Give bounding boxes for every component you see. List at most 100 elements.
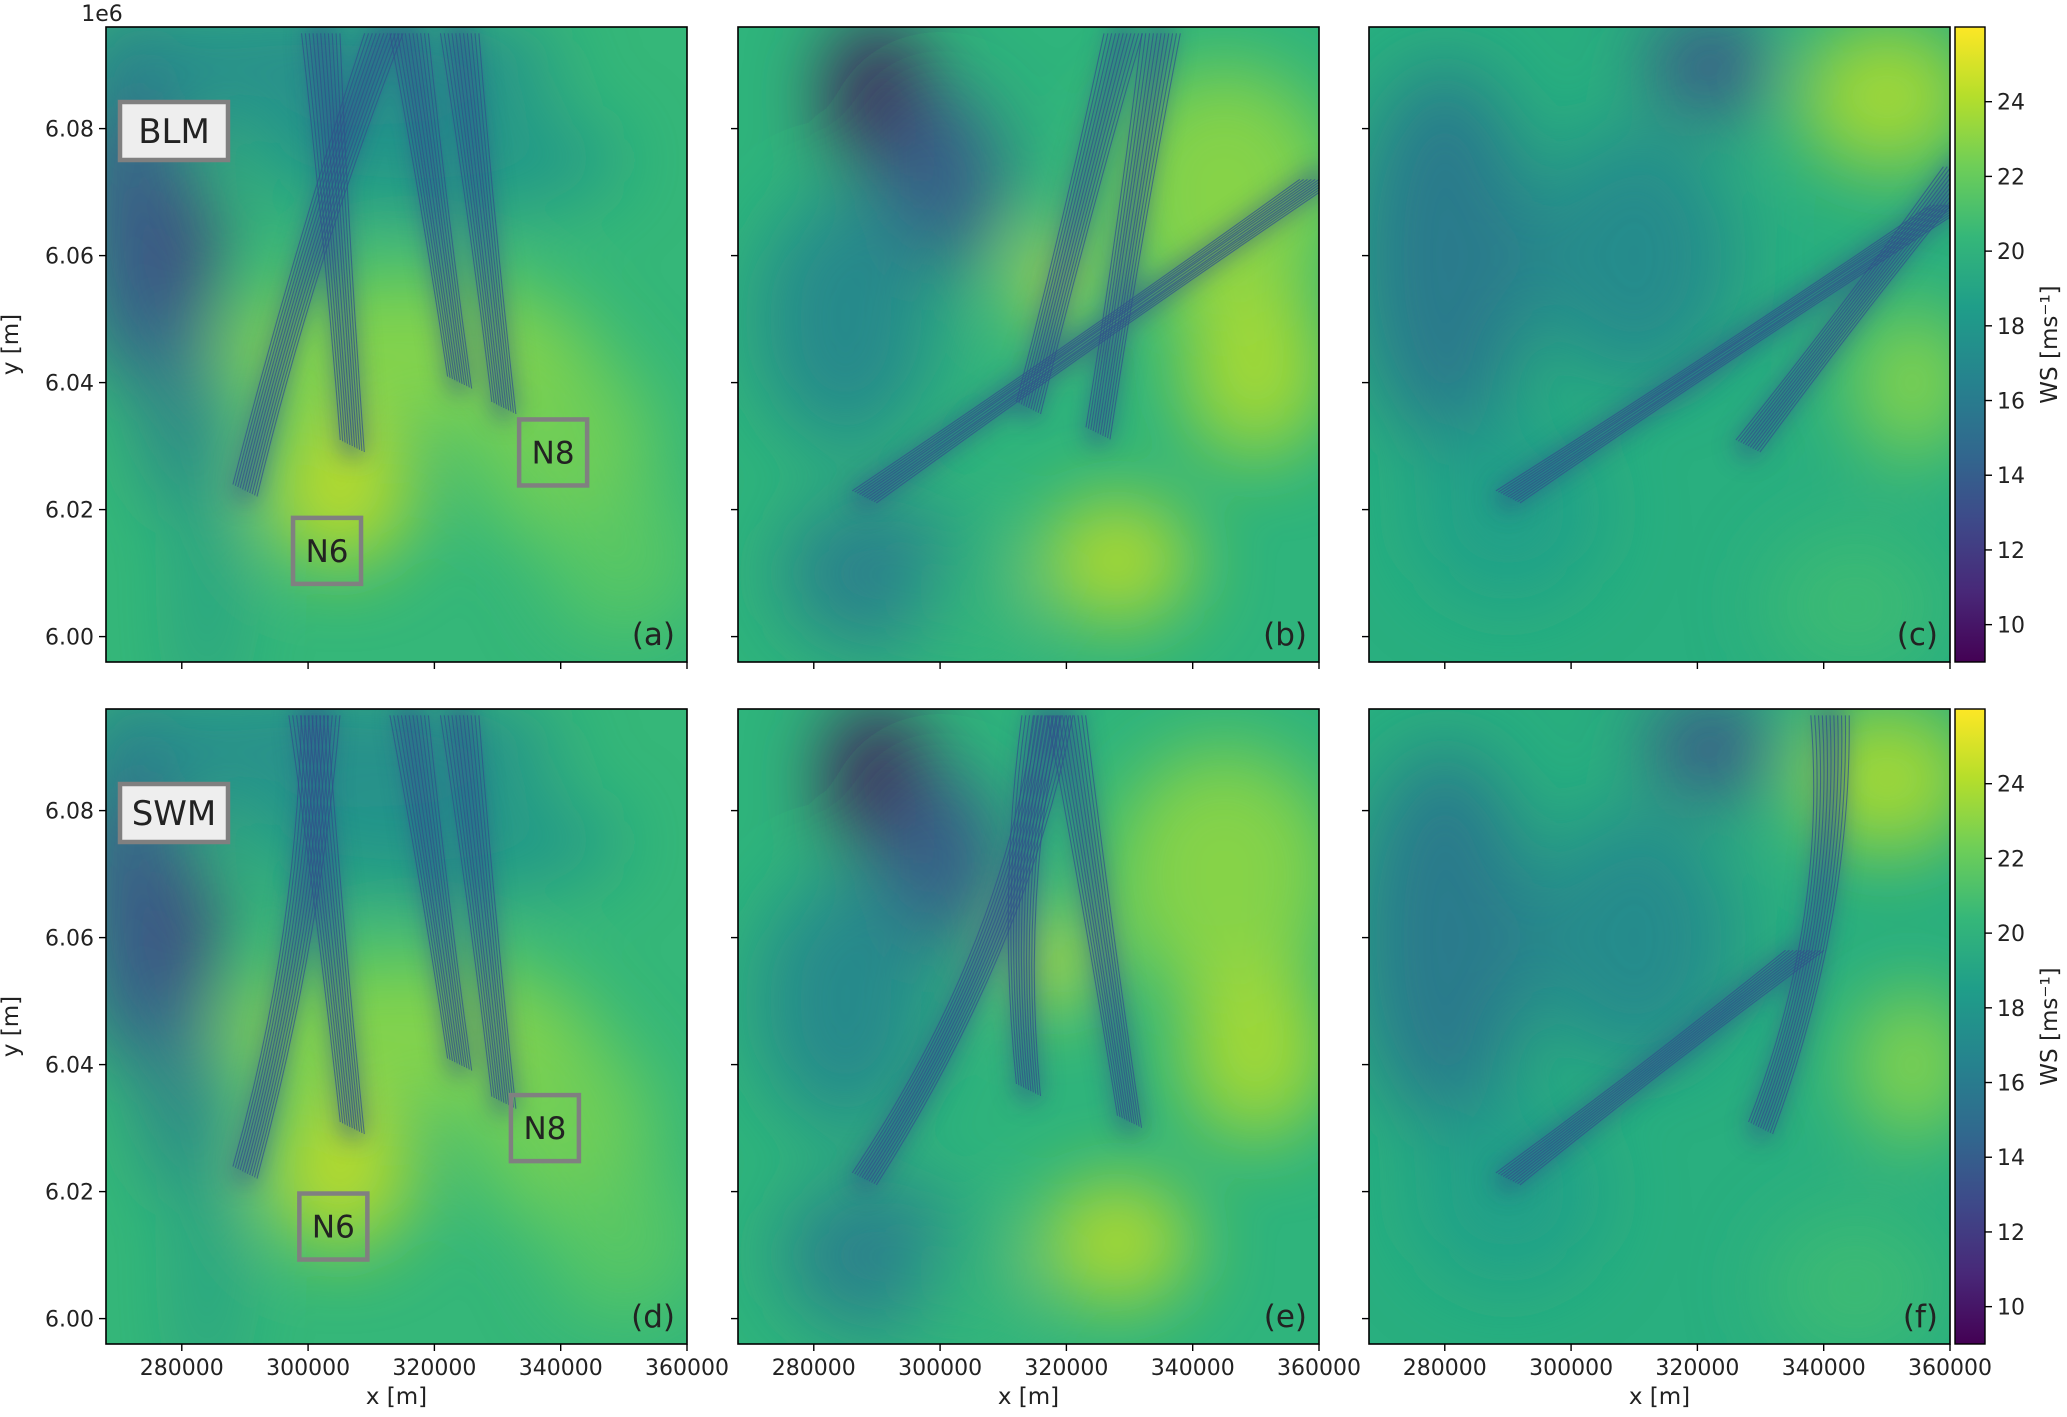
x-tick-label: 320000 — [392, 1356, 476, 1381]
wind-speed-region — [1369, 747, 1534, 1129]
y-tick-label: 6.04 — [45, 1054, 94, 1079]
colorbar-tick-label: 22 — [1997, 847, 2025, 872]
colorbar-tick-label: 18 — [1997, 997, 2025, 1022]
wake-streak — [866, 181, 1319, 499]
wake-streak — [1757, 200, 1950, 452]
x-tick-label: 280000 — [1403, 1356, 1487, 1381]
wake-streak — [868, 715, 1062, 1182]
y-tick-label: 6.08 — [45, 800, 94, 825]
wake-streak — [308, 33, 346, 443]
wake-streak — [427, 33, 473, 389]
wake-streak — [1772, 715, 1850, 1135]
wind-speed-region — [921, 541, 1023, 662]
wake-streak — [1107, 33, 1178, 439]
wake-streak — [1517, 949, 1821, 1185]
wind-speed-region — [162, 861, 214, 1014]
heatmap-blobs — [756, 709, 1319, 1344]
site-label: N8 — [532, 435, 575, 471]
wake-streak — [1035, 33, 1136, 412]
colorbar: 10 12 14 16 18 20 22 24 WS [ms⁻¹] — [1954, 708, 2063, 1345]
wake-streak — [1073, 715, 1135, 1125]
wake-streak — [335, 33, 363, 451]
wake-streak — [1007, 715, 1023, 1085]
site-box — [508, 1092, 582, 1164]
wake-streak — [1012, 715, 1031, 1087]
wake-streak — [854, 178, 1304, 493]
wake-streak — [466, 715, 510, 1106]
panel-frame — [105, 26, 688, 663]
wake-streak — [1507, 949, 1806, 1180]
wake-streak — [1760, 715, 1832, 1129]
wake-streak — [234, 33, 370, 486]
wake-streak — [1025, 33, 1120, 407]
wake-streak — [1752, 191, 1950, 449]
wake-streak — [1505, 204, 1947, 497]
wake-streak — [1030, 33, 1128, 410]
wake-streak — [1507, 204, 1950, 498]
panel-frame — [737, 26, 1320, 663]
wake-streak — [1514, 949, 1817, 1183]
wake-streak — [462, 715, 507, 1104]
x-tick-label: 360000 — [645, 1356, 729, 1381]
wake-streak — [393, 33, 451, 378]
wake-streak — [1747, 182, 1950, 447]
wake-streak — [474, 33, 515, 413]
model-label: BLM — [138, 112, 210, 152]
wake-streak — [1754, 196, 1950, 451]
wake-streak — [1020, 715, 1042, 1091]
wake-streak — [1069, 715, 1133, 1124]
wake-streak — [244, 715, 322, 1173]
wake-streak — [1032, 33, 1132, 411]
wake-streak — [1498, 949, 1790, 1175]
wake-streak — [256, 33, 404, 497]
panel-c: (c) — [1362, 26, 1951, 669]
wake-streak — [1077, 715, 1138, 1126]
panel-d: (d) N6 N8 SWM 280000 300000 320000 340000 360000… — [0, 708, 729, 1410]
wind-speed-region — [1848, 306, 1950, 459]
wind-speed-region — [263, 414, 416, 567]
wind-speed-region — [1110, 747, 1319, 1002]
heatmap-field — [738, 709, 1319, 1344]
wake-streak — [1769, 715, 1847, 1134]
panel-frame — [1368, 708, 1951, 1345]
wake-streak — [400, 715, 456, 1063]
wake-streak — [339, 33, 365, 453]
wake-streak — [389, 715, 449, 1059]
wake-streak — [416, 33, 465, 386]
y-tick-label: 6.08 — [45, 118, 94, 143]
model-label-box — [117, 99, 231, 163]
y-tick-label: 6.02 — [45, 1181, 94, 1206]
wake-streak — [237, 33, 373, 488]
wake-streak — [455, 715, 503, 1102]
wind-speed-region — [921, 1223, 1023, 1344]
model-label-box — [117, 781, 231, 845]
wake-streak — [244, 33, 385, 491]
wake-streak — [873, 715, 1070, 1184]
panel-tag: (a) — [632, 617, 675, 653]
x-tick-label: 340000 — [1151, 1356, 1235, 1381]
wake-streak — [1764, 715, 1839, 1131]
wake-streak — [304, 33, 344, 442]
wake-streak — [1737, 166, 1948, 442]
wake-streak — [1498, 204, 1935, 493]
wake-streak — [1026, 715, 1050, 1093]
wake-streak — [1062, 715, 1128, 1121]
wake-streak — [470, 715, 512, 1107]
wake-streak — [1085, 715, 1143, 1128]
wake-streak — [474, 715, 515, 1108]
wake-streak — [1509, 949, 1809, 1181]
wake-streak — [400, 33, 456, 381]
colorbar-gradient — [1954, 708, 1986, 1345]
colorbar-tick-label: 18 — [1997, 315, 2025, 340]
panel-e: (e) 280000 300000 320000 340000 360000 x [m] — [731, 708, 1361, 1410]
wake-streak — [319, 715, 361, 1132]
wind-speed-region — [876, 772, 1004, 951]
wind-speed-region — [1766, 528, 1944, 662]
wake-streaks — [232, 715, 517, 1179]
wake-streak — [1031, 715, 1058, 1095]
wind-speed-region — [188, 1096, 226, 1344]
panel-tag: (f) — [1903, 1299, 1938, 1335]
colorbar-tick-label: 10 — [1997, 1296, 2025, 1321]
wake-streak — [1759, 204, 1950, 453]
